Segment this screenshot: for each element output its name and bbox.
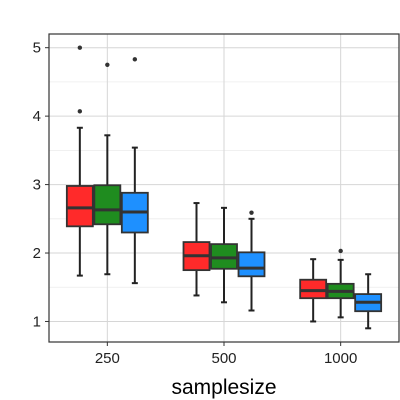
x-tick-label: 250 bbox=[95, 350, 120, 367]
outlier-point bbox=[338, 248, 343, 254]
outlier-point bbox=[77, 45, 83, 50]
x-axis: 250 500 1000 bbox=[95, 342, 357, 367]
box-250-s1 bbox=[65, 45, 94, 277]
boxes-layer bbox=[65, 45, 383, 330]
box-body bbox=[93, 184, 122, 226]
box-1000-s1 bbox=[299, 258, 328, 323]
y-tick-label: 1 bbox=[33, 313, 41, 330]
box-250-s3 bbox=[120, 57, 149, 285]
y-tick-label: 3 bbox=[33, 177, 41, 194]
box-1000-s2 bbox=[326, 248, 355, 319]
y-tick-label: 4 bbox=[33, 108, 41, 125]
box-body bbox=[237, 251, 266, 278]
x-axis-title: samplesize bbox=[171, 376, 276, 399]
box-1000-s3 bbox=[354, 273, 383, 330]
box-500-s2 bbox=[210, 206, 238, 304]
box-250-s2 bbox=[93, 62, 122, 276]
box-500-s1 bbox=[182, 202, 211, 297]
box-body bbox=[65, 185, 94, 228]
outlier-point bbox=[105, 62, 110, 67]
x-tick-label: 500 bbox=[211, 350, 236, 367]
y-tick-label: 2 bbox=[33, 245, 41, 262]
outlier-point bbox=[132, 57, 138, 62]
y-tick-label: 5 bbox=[33, 40, 41, 57]
y-axis: 1 2 3 4 5 bbox=[33, 40, 49, 330]
outlier-point bbox=[77, 109, 83, 114]
x-tick-label: 1000 bbox=[324, 350, 357, 367]
box-body bbox=[299, 278, 328, 300]
outlier-point bbox=[249, 210, 254, 215]
box-500-s3 bbox=[237, 210, 266, 312]
